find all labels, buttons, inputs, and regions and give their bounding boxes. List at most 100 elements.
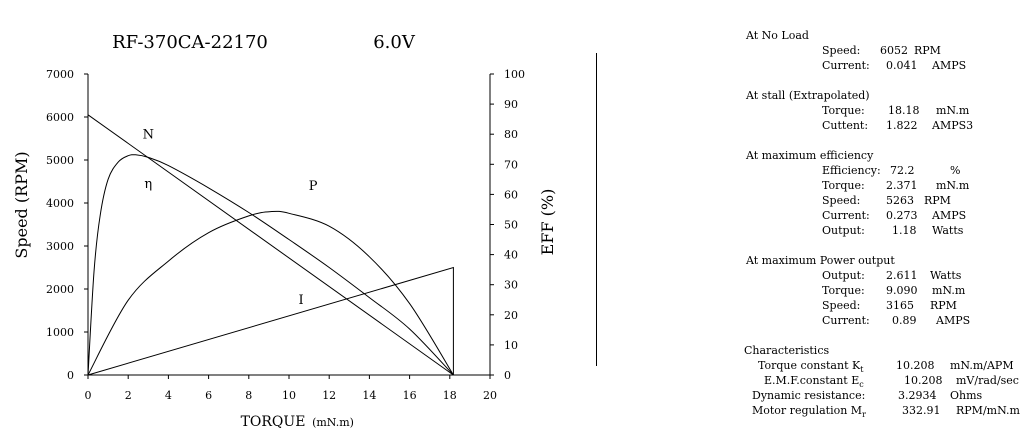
y-left-tick-label: 7000 <box>46 68 74 81</box>
res-unit: Ohms <box>950 389 983 402</box>
y-left-tick-label: 2000 <box>46 283 74 296</box>
reg-unit: RPM/mN.m <box>956 404 1020 417</box>
x-tick-label: 4 <box>165 389 172 402</box>
ke-label: E.M.F.constant Ec <box>764 373 864 392</box>
max-eff-current-label: Current: <box>822 209 870 222</box>
x-tick-label: 2 <box>125 389 132 402</box>
x-tick-label: 10 <box>282 389 296 402</box>
stall-torque-value: 18.18 <box>888 104 920 117</box>
max-eff-current-value: 0.273 <box>886 209 918 222</box>
max-power-output-label: Output: <box>822 269 865 282</box>
y-right-tick-label: 40 <box>504 249 518 262</box>
res-value: 3.2934 <box>898 389 937 402</box>
no-load-speed-unit: RPM <box>914 44 941 57</box>
chart-voltage: 6.0V <box>373 32 416 53</box>
divider-line <box>596 53 597 366</box>
max-eff-torque-label: Torque: <box>822 179 865 192</box>
y-right-tick-label: 0 <box>504 369 511 382</box>
series-label-p: P <box>309 179 318 194</box>
kt-value: 10.208 <box>896 359 935 372</box>
x-tick-label: 18 <box>443 389 457 402</box>
kt-label-sub: t <box>860 365 864 375</box>
ke-unit: mV/rad/sec <box>956 374 1019 387</box>
no-load-section: At No Load Speed: 6052 RPM Current: 0.04… <box>746 28 966 73</box>
y-right-tick-label: 50 <box>504 219 518 232</box>
max-eff-eff-value: 72.2 <box>890 164 915 177</box>
stall-torque-label: Torque: <box>822 104 865 117</box>
y-right-tick-label: 20 <box>504 309 518 322</box>
no-load-current-label: Current: <box>822 59 870 72</box>
characteristics-section: Characteristics Torque constant Kt 10.20… <box>744 343 1020 419</box>
y-right-tick-label: 60 <box>504 188 518 201</box>
no-load-current-value: 0.041 <box>886 59 918 72</box>
series-label-i: I <box>298 293 303 308</box>
kt-label-text: Torque constant K <box>758 359 861 372</box>
specs-panel: At No Load Speed: 6052 RPM Current: 0.04… <box>600 0 1029 439</box>
y-right-tick-label: 90 <box>504 98 518 111</box>
reg-label: Motor regulation Mr <box>752 403 866 422</box>
x-tick-label: 0 <box>85 389 92 402</box>
y-left-tick-label: 6000 <box>46 111 74 124</box>
max-power-torque-label: Torque: <box>822 284 865 297</box>
chart-title: RF-370CA-22170 <box>112 32 268 53</box>
series-line-eta <box>87 154 454 376</box>
reg-label-text: Motor regulation M <box>752 404 863 417</box>
characteristics-heading: Characteristics <box>744 344 830 357</box>
y-right-tick-label: 100 <box>504 68 525 81</box>
max-power-current-value: 0.89 <box>892 314 917 327</box>
x-axis-label: TORQUE <box>241 414 306 430</box>
y-right-tick-label: 10 <box>504 339 518 352</box>
x-axis-unit: (mN.m) <box>312 416 354 429</box>
y-left-tick-label: 3000 <box>46 240 74 253</box>
max-power-speed-value: 3165 <box>886 299 914 312</box>
no-load-speed-label: Speed: <box>822 44 861 57</box>
y-axis-right-label: EFF (%) <box>538 189 557 256</box>
kt-unit: mN.m/APM <box>950 359 1014 372</box>
ke-value: 10.208 <box>904 374 943 387</box>
no-load-current-unit: AMPS <box>932 59 967 72</box>
x-tick-label: 14 <box>362 389 376 402</box>
no-load-speed-value: 6052 <box>880 44 908 57</box>
x-tick-label: 16 <box>403 389 417 402</box>
reg-value: 332.91 <box>902 404 941 417</box>
max-power-heading: At maximum Power output <box>746 254 895 267</box>
y-right-tick-label: 70 <box>504 158 518 171</box>
max-power-speed-unit: RPM <box>930 299 957 312</box>
stall-current-label: Cuttent: <box>822 119 869 132</box>
max-power-output-unit: Watts <box>930 269 962 282</box>
max-power-torque-unit: mN.m <box>932 284 966 297</box>
x-tick-label: 20 <box>483 389 497 402</box>
max-power-current-label: Current: <box>822 314 870 327</box>
series-line-p <box>87 210 454 376</box>
stall-heading: At stall (Extrapolated) <box>746 89 870 102</box>
stall-current-value: 1.822 <box>886 119 918 132</box>
max-eff-output-label: Output: <box>822 224 865 237</box>
max-eff-heading: At maximum efficiency <box>746 149 874 162</box>
x-tick-label: 6 <box>205 389 212 402</box>
series-label-n: N <box>143 128 154 143</box>
max-power-section: At maximum Power output Output: 2.611 Wa… <box>746 253 970 328</box>
max-eff-eff-unit: % <box>950 164 961 177</box>
ke-label-sub: c <box>859 380 864 390</box>
max-eff-output-unit: Watts <box>932 224 964 237</box>
reg-label-sub: r <box>862 410 866 420</box>
series-label-eta: η <box>144 177 152 192</box>
max-eff-speed-unit: RPM <box>924 194 951 207</box>
stall-section: At stall (Extrapolated) Torque: 18.18 mN… <box>746 88 973 133</box>
max-eff-torque-unit: mN.m <box>936 179 970 192</box>
y-left-tick-label: 5000 <box>46 154 74 167</box>
max-eff-output-value: 1.18 <box>892 224 917 237</box>
y-right-tick-label: 30 <box>504 279 518 292</box>
y-right-tick-label: 80 <box>504 128 518 141</box>
performance-chart: RF-370CA-22170 6.0V Speed (RPM) EFF (%) … <box>12 32 557 430</box>
max-power-current-unit: AMPS <box>936 314 971 327</box>
x-tick-label: 12 <box>322 389 336 402</box>
max-eff-speed-value: 5263 <box>886 194 914 207</box>
ke-label-text: E.M.F.constant E <box>764 374 860 387</box>
no-load-heading: At No Load <box>746 29 809 42</box>
y-axis-left-label: Speed (RPM) <box>12 151 31 258</box>
kt-label: Torque constant Kt <box>758 358 863 377</box>
series-line-i <box>87 266 454 376</box>
series-line-n <box>87 114 454 376</box>
stall-current-unit: AMPS3 <box>932 119 974 132</box>
